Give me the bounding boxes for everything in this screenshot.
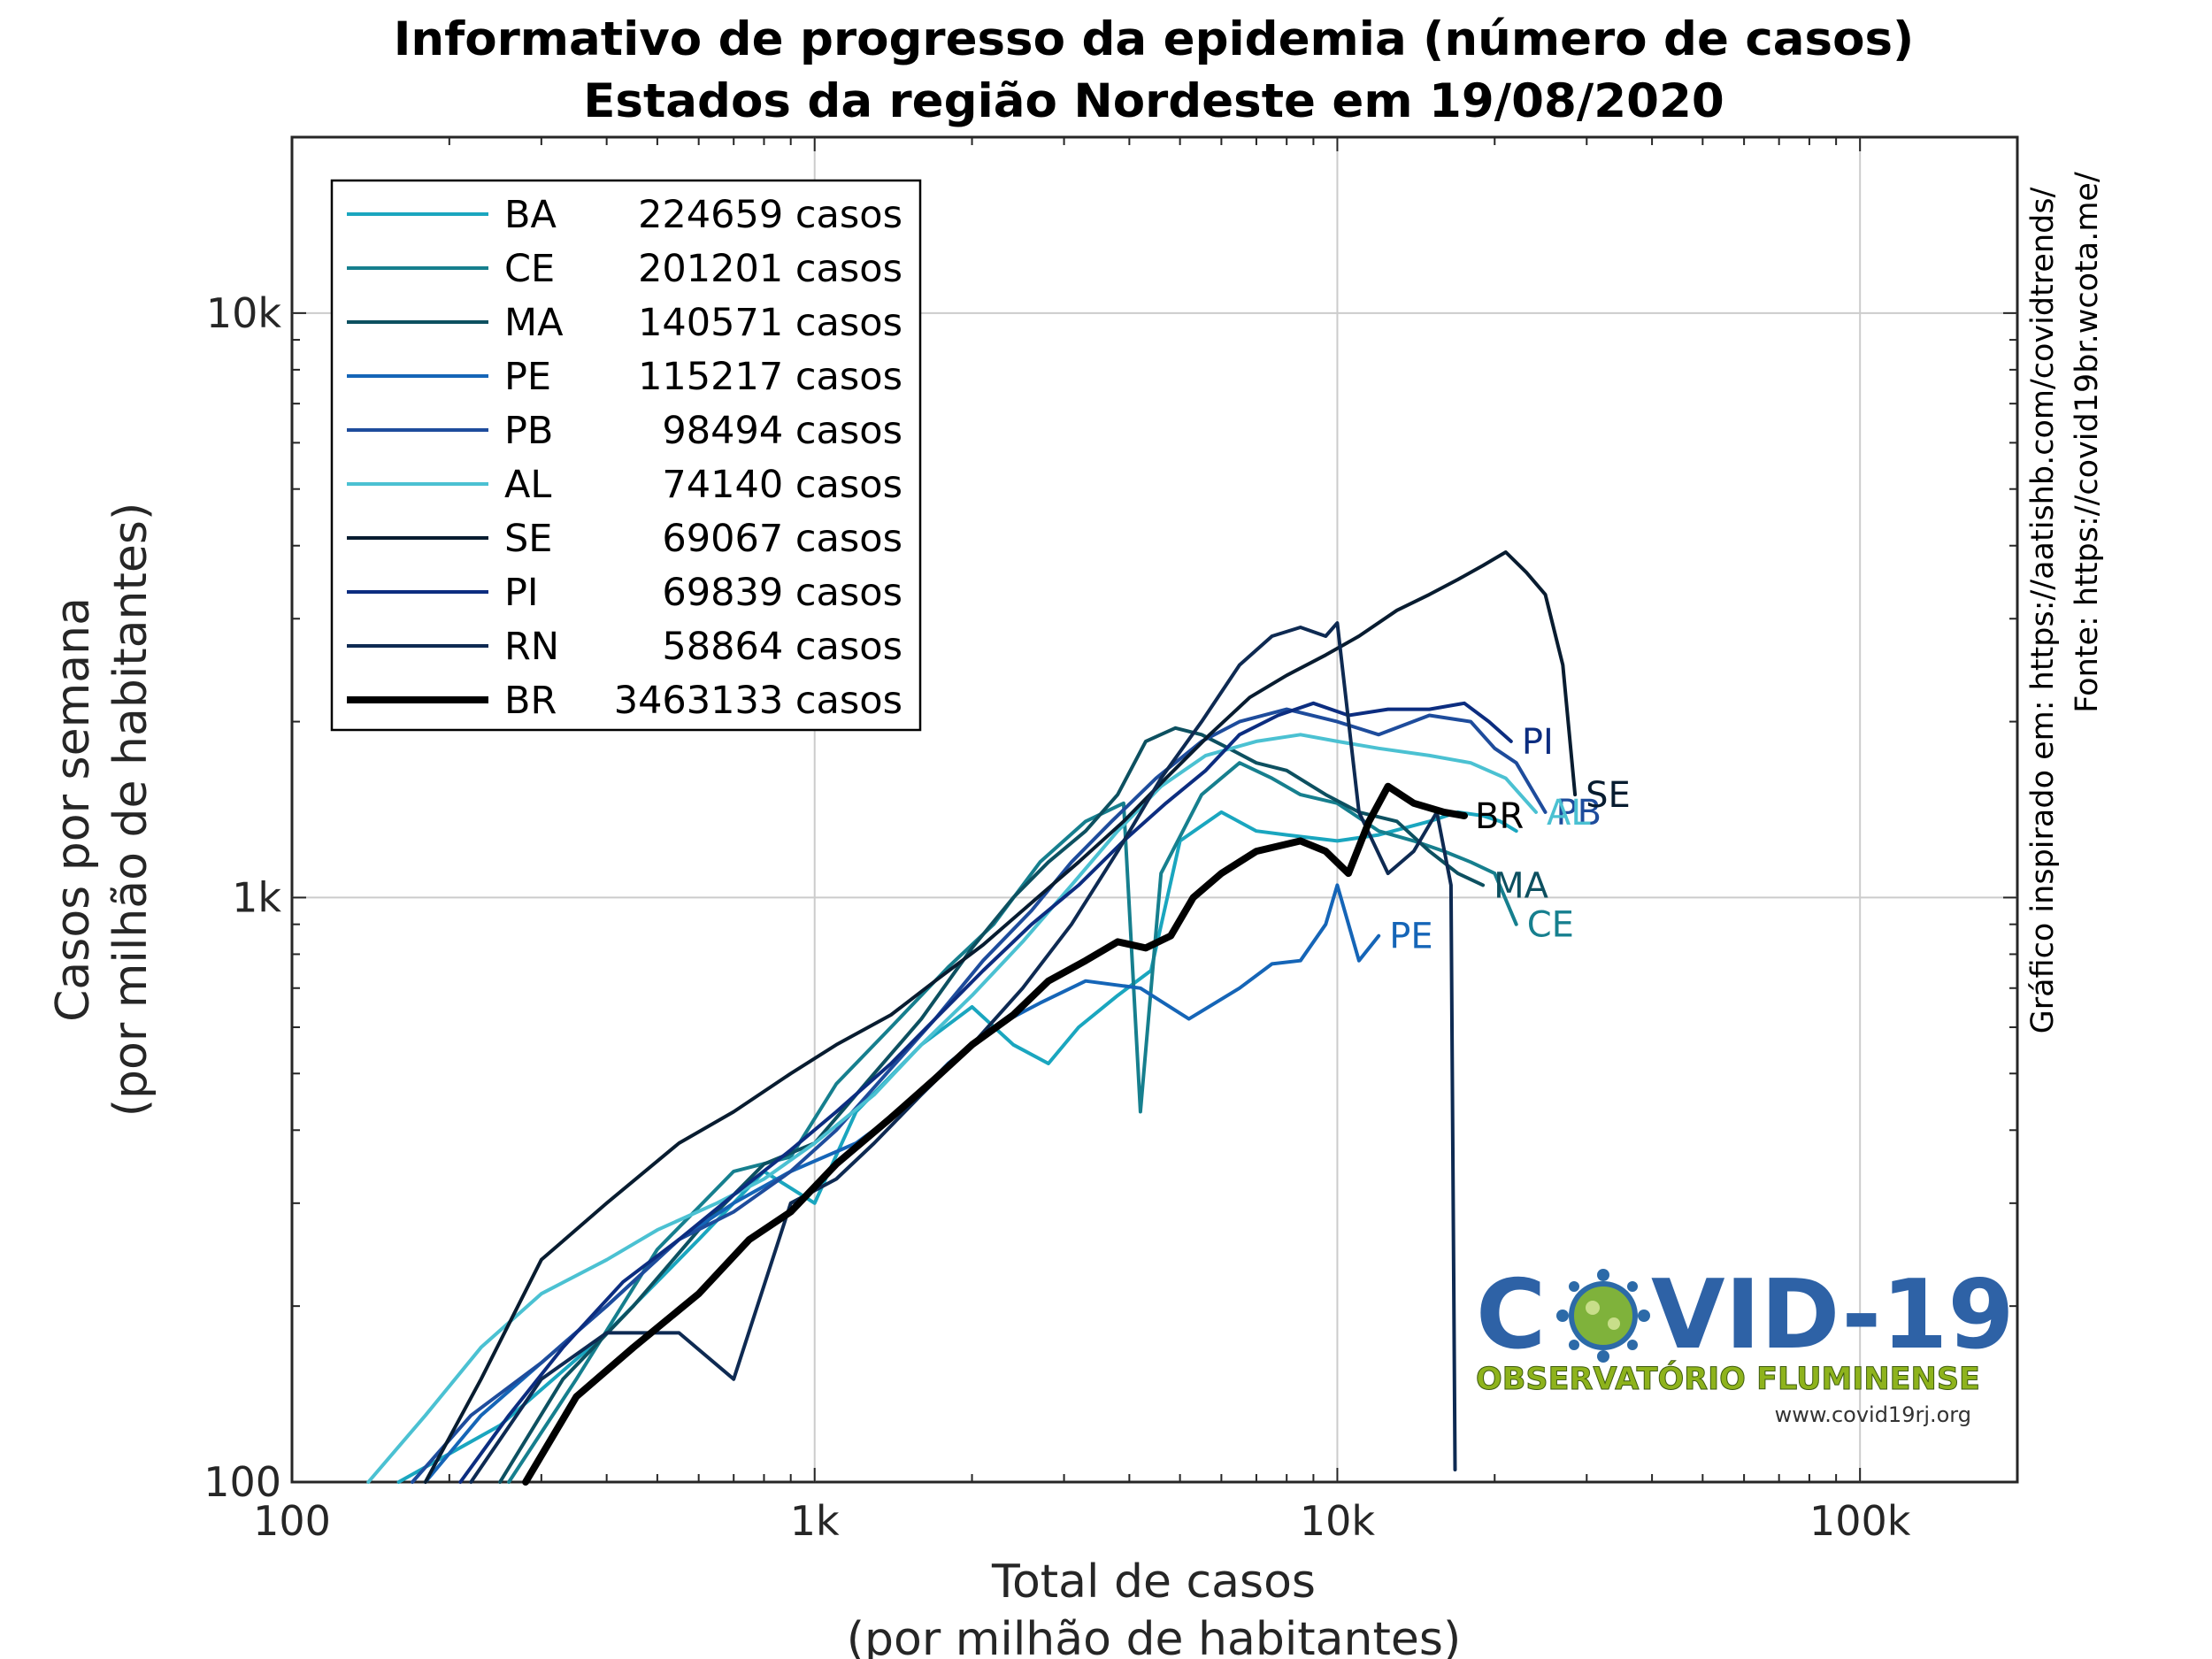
- legend-label-pe: PE: [504, 355, 551, 399]
- end-label-ce: CE: [1527, 905, 1574, 946]
- legend-count-ma: 140571 casos: [638, 301, 902, 345]
- y-tick-label: 1k: [232, 873, 281, 921]
- y-axis-label-sub: (por milhão de habitantes): [104, 503, 157, 1118]
- logo-title-left: C: [1476, 1260, 1546, 1371]
- logo-subtitle: OBSERVATÓRIO FLUMINENSE: [1476, 1360, 1980, 1397]
- end-label-se: SE: [1586, 775, 1631, 816]
- end-label-br: BR: [1475, 796, 1524, 837]
- legend-count-pe: 115217 casos: [638, 355, 902, 399]
- end-label-pi: PI: [1522, 722, 1554, 763]
- legend-label-ba: BA: [504, 193, 557, 237]
- series-line-al: [366, 733, 1538, 1484]
- legend-label-rn: RN: [504, 625, 559, 669]
- legend-label-se: SE: [504, 517, 552, 561]
- y-tick-label: 100: [204, 1458, 281, 1506]
- chart-title: Informativo de progresso da epidemia (nú…: [394, 12, 1915, 66]
- legend-label-ce: CE: [504, 247, 555, 291]
- legend-label-pb: PB: [504, 409, 553, 453]
- logo-title-right: VID-19: [1651, 1260, 2015, 1371]
- plot-frame: [290, 135, 2019, 1484]
- side-note-source: Fonte: https://covid19br.wcota.me/: [2070, 172, 2105, 713]
- legend-box: [330, 179, 922, 732]
- legend-label-al: AL: [504, 463, 551, 507]
- series-line-pi: [458, 701, 1513, 1484]
- legend-count-ce: 201201 casos: [638, 247, 902, 291]
- x-tick-label: 1k: [790, 1497, 840, 1545]
- series-line-ce: [507, 761, 1518, 1484]
- legend-count-se: 69067 casos: [662, 517, 902, 561]
- x-axis-label: Total de casos: [991, 1555, 1316, 1609]
- legend-count-al: 74140 casos: [662, 463, 902, 507]
- legend-count-br: 3463133 casos: [614, 679, 902, 723]
- x-tick-label: 100k: [1809, 1497, 1911, 1545]
- x-tick-label: 10k: [1300, 1497, 1376, 1545]
- logo-url: www.covid19rj.org: [1775, 1402, 1971, 1427]
- legend-label-br: BR: [504, 679, 557, 723]
- legend-count-ba: 224659 casos: [638, 193, 902, 237]
- end-label-pe: PE: [1389, 917, 1432, 957]
- side-note-inspiration: Gráfico inspirado em: https://aatishb.co…: [2025, 187, 2061, 1033]
- series-line-rn: [469, 621, 1457, 1484]
- x-axis-label-sub: (por milhão de habitantes): [847, 1613, 1462, 1659]
- legend-count-rn: 58864 casos: [662, 625, 902, 669]
- chart-subtitle: Estados da região Nordeste em 19/08/2020: [583, 74, 1724, 128]
- legend-count-pb: 98494 casos: [662, 409, 902, 453]
- x-tick-label: 100: [253, 1497, 331, 1545]
- end-label-al: AL: [1547, 793, 1591, 833]
- covid19-observatorio-logo: C VID-19 OBSERVATÓRIO FLUMINENSE www.cov…: [1476, 1260, 2015, 1427]
- y-axis-label: Casos por semana: [47, 597, 100, 1022]
- virus-icon: [1556, 1269, 1650, 1363]
- series-layer: [366, 550, 1578, 1486]
- legend-label-pi: PI: [504, 571, 539, 615]
- series-line-se: [423, 550, 1578, 1484]
- legend-count-pi: 69839 casos: [662, 571, 902, 615]
- end-label-ma: MA: [1494, 865, 1549, 906]
- end-label-pb: PB: [1556, 793, 1602, 833]
- y-tick-label: 10k: [206, 289, 282, 337]
- legend: BA 224659 casos CE 201201 casos MA 140571 cas…: [330, 179, 922, 732]
- tick-layer: 100 1k 10k 100k 100 1k 10k: [204, 136, 2018, 1545]
- series-line-br: [522, 782, 1468, 1486]
- legend-label-ma: MA: [504, 301, 564, 345]
